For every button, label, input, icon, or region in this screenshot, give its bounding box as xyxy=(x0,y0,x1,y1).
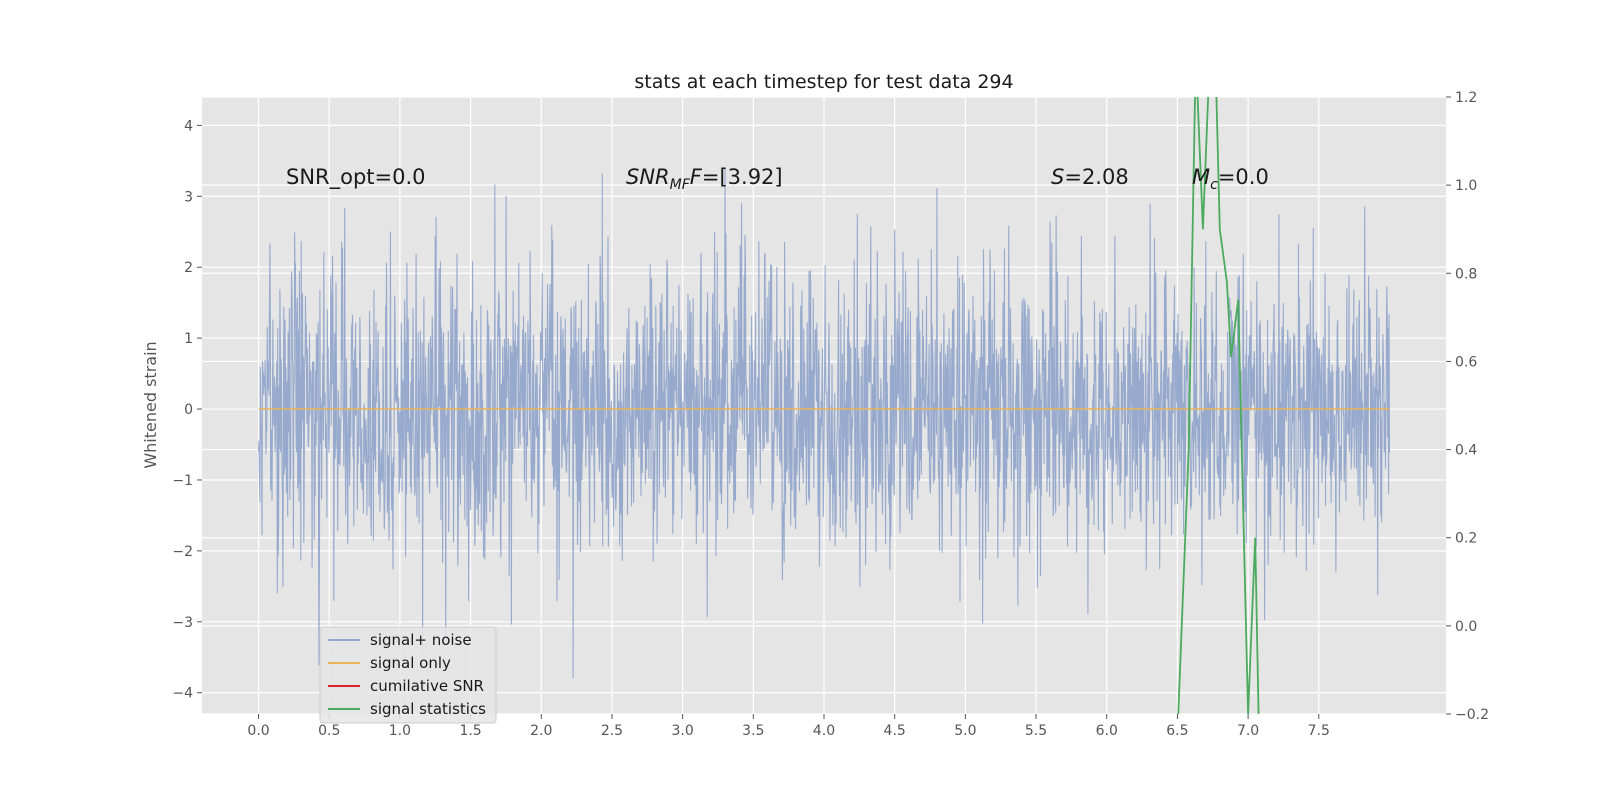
x-tick-label: 3.5 xyxy=(742,723,764,739)
y2-tick-label: −0.2 xyxy=(1455,707,1489,723)
y-tick-label: −4 xyxy=(172,686,193,702)
x-tick-label: 3.0 xyxy=(672,723,694,739)
x-tick-label: 1.5 xyxy=(459,723,481,739)
x-axis: 0.0 0.5 1.0 1.5 2.0 2.5 3.0 3.5 4.0 4.5 5.0 5.5 6.0 6… xyxy=(247,714,1330,739)
chart-title: stats at each timestep for test data 294 xyxy=(634,71,1013,93)
x-tick-label: 5.0 xyxy=(954,723,976,739)
x-tick-label: 4.5 xyxy=(884,723,906,739)
legend-label-cumilative-snr: cumilative SNR xyxy=(370,677,484,695)
legend-box xyxy=(319,626,497,724)
y-tick-label: 4 xyxy=(184,118,193,134)
y-tick-label: −2 xyxy=(172,544,193,560)
annotation-snr-mf: SNRMFF=[3.92] xyxy=(626,165,783,193)
line-signal-plus-noise xyxy=(257,168,1391,679)
y2-tick-label: 0.2 xyxy=(1455,531,1477,547)
x-tick-label: 0.5 xyxy=(318,723,340,739)
x-tick-label: 5.5 xyxy=(1025,723,1047,739)
annotations: SNR_opt=0.0 SNRMFF=[3.92] S=2.08 Mc=0.0 xyxy=(286,165,1269,193)
x-tick-label: 2.5 xyxy=(601,723,623,739)
series-signal-plus-noise xyxy=(257,168,1391,679)
line-signal-statistics xyxy=(1177,97,1260,714)
x-tick-label: 2.0 xyxy=(530,723,552,739)
legend: signal+ noise signal only cumilative SNR… xyxy=(319,626,497,724)
legend-label-signal-plus-noise: signal+ noise xyxy=(370,631,472,649)
y-tick-label: −1 xyxy=(172,473,193,489)
y-axis-label: Whitened strain xyxy=(141,341,160,468)
y2-tick-label: 1.0 xyxy=(1455,178,1477,194)
y-tick-label: 1 xyxy=(184,331,193,347)
y2-tick-label: 1.2 xyxy=(1455,90,1477,106)
y-axis-left: −4 −3 −2 −1 0 1 2 3 4 xyxy=(172,118,202,702)
x-tick-label: 1.0 xyxy=(389,723,411,739)
y-axis-right: −0.2 0.0 0.2 0.4 0.6 0.8 1.0 1.2 xyxy=(1446,90,1489,723)
y2-tick-label: 0.8 xyxy=(1455,266,1477,282)
y-tick-label: 0 xyxy=(184,402,193,418)
x-tick-label: 4.0 xyxy=(813,723,835,739)
y2-tick-label: 0.4 xyxy=(1455,443,1477,459)
x-tick-label: 7.0 xyxy=(1237,723,1259,739)
y2-tick-label: 0.0 xyxy=(1455,619,1477,635)
x-tick-label: 7.5 xyxy=(1308,723,1330,739)
x-tick-label: 6.5 xyxy=(1166,723,1188,739)
y-tick-label: 2 xyxy=(184,260,193,276)
annotation-s-statistic: S=2.08 xyxy=(1051,165,1129,189)
x-tick-label: 6.0 xyxy=(1096,723,1118,739)
legend-label-signal-only: signal only xyxy=(370,654,451,672)
annotation-mc: Mc=0.0 xyxy=(1192,165,1269,193)
y-tick-label: 3 xyxy=(184,189,193,205)
annotation-snr-opt: SNR_opt=0.0 xyxy=(286,165,426,190)
y-tick-label: −3 xyxy=(172,615,193,631)
y2-tick-label: 0.6 xyxy=(1455,354,1477,370)
series-signal-statistics xyxy=(1177,97,1260,714)
legend-label-signal-statistics: signal statistics xyxy=(370,700,486,718)
x-tick-label: 0.0 xyxy=(247,723,269,739)
